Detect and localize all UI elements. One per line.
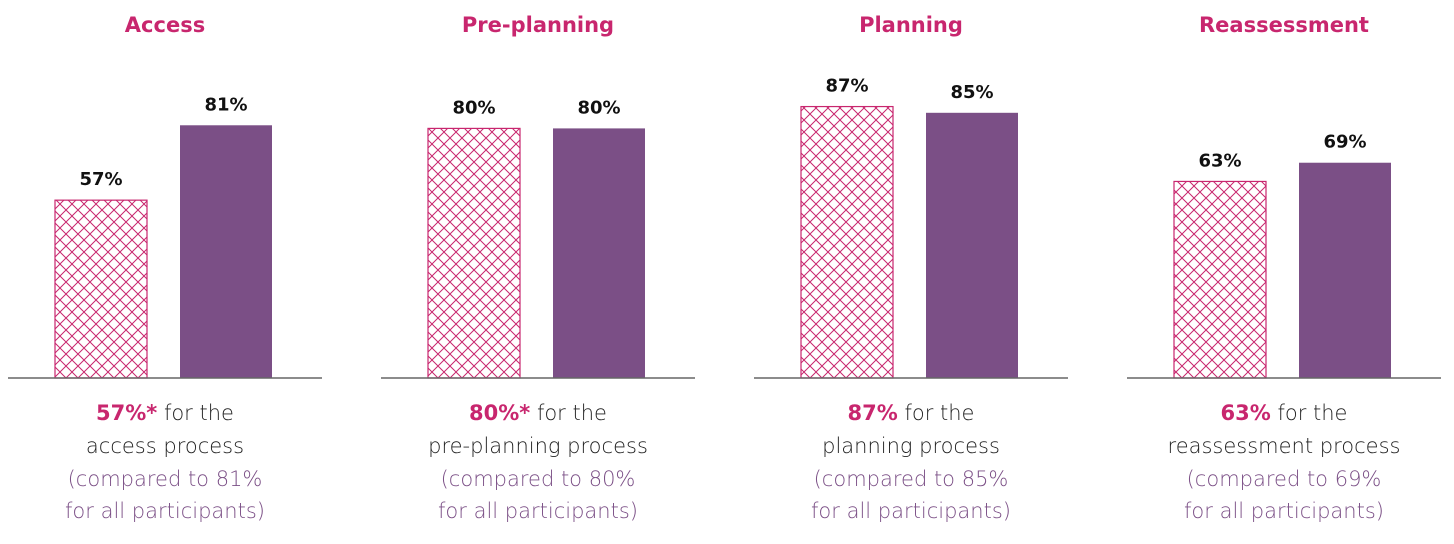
caption-lead: 80%* <box>469 401 530 425</box>
caption-process: planning process <box>822 434 1000 458</box>
value-label: 69% <box>1323 132 1366 153</box>
bar <box>926 112 1018 379</box>
caption-comparison: for all participants) <box>811 499 1011 523</box>
value-label: 81% <box>204 94 247 115</box>
caption-line: 57%* for the <box>96 401 234 425</box>
caption-lead: 87% <box>848 401 898 425</box>
value-label: 85% <box>950 82 993 103</box>
bar <box>553 128 645 378</box>
value-label: 57% <box>79 169 122 190</box>
chart-title: Access <box>125 13 205 37</box>
caption-comparison: (compared to 69% <box>1187 467 1382 491</box>
caption-lead: 63% <box>1221 401 1271 425</box>
caption-lead-rest: for the <box>1271 401 1348 425</box>
bar <box>800 105 894 379</box>
caption-comparison: for all participants) <box>65 499 265 523</box>
caption-comparison: (compared to 81% <box>68 467 263 491</box>
bar <box>1299 162 1391 378</box>
caption-comparison: for all participants) <box>1184 499 1384 523</box>
value-label: 80% <box>577 97 620 118</box>
bar <box>180 125 272 378</box>
caption-comparison: (compared to 85% <box>814 467 1009 491</box>
value-label: 87% <box>825 76 868 97</box>
caption-lead: 57%* <box>96 401 157 425</box>
caption-lead-rest: for the <box>157 401 234 425</box>
value-label: 63% <box>1198 150 1241 171</box>
chart-title: Reassessment <box>1199 13 1369 37</box>
caption-line: 80%* for the <box>469 401 607 425</box>
caption-process: access process <box>86 434 244 458</box>
caption-comparison: for all participants) <box>438 499 638 523</box>
bar <box>54 199 148 379</box>
chart-title: Pre-planning <box>462 13 614 37</box>
value-label: 80% <box>452 97 495 118</box>
caption-line: 87% for the <box>848 401 975 425</box>
bar <box>427 127 521 379</box>
caption-lead-rest: for the <box>530 401 607 425</box>
caption-process: reassessment process <box>1168 434 1401 458</box>
caption-line: 63% for the <box>1221 401 1348 425</box>
caption-process: pre-planning process <box>428 434 648 458</box>
caption-comparison: (compared to 80% <box>441 467 636 491</box>
caption-lead-rest: for the <box>898 401 975 425</box>
chart-title: Planning <box>859 13 963 37</box>
bar <box>1173 180 1267 379</box>
